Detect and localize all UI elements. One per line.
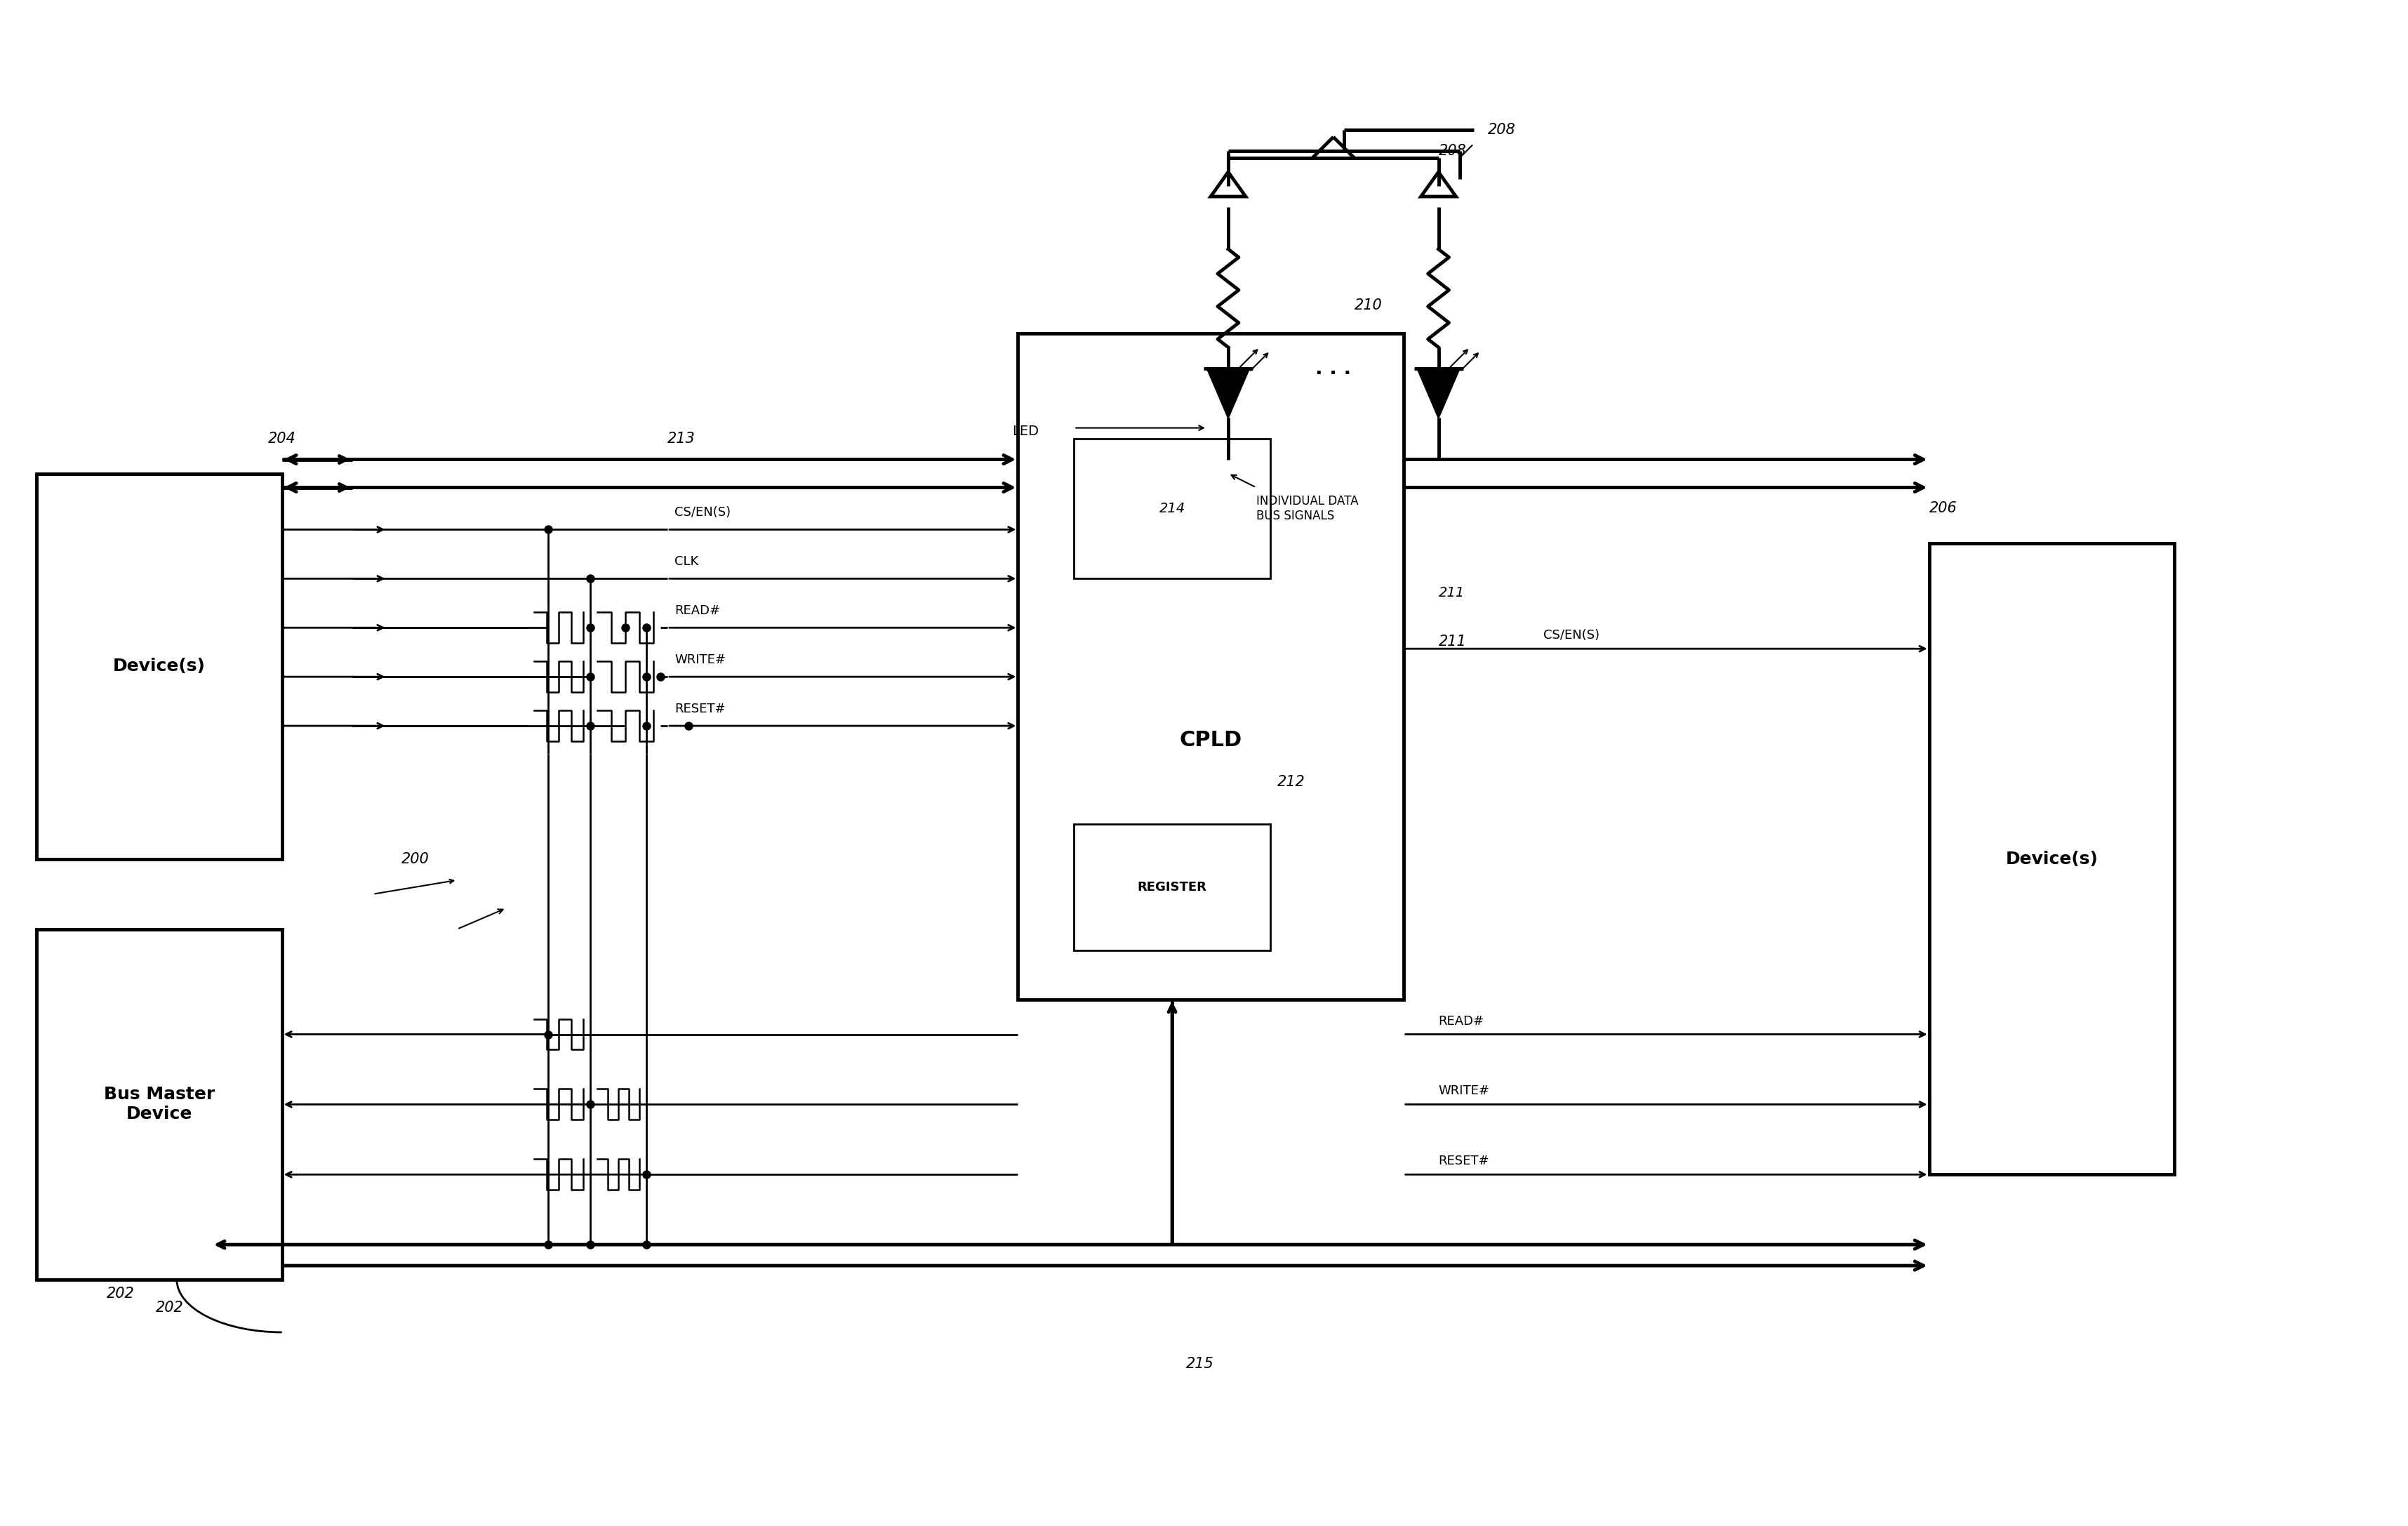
Text: REGISTER: REGISTER (1137, 881, 1206, 893)
Text: Device(s): Device(s) (113, 658, 205, 674)
Text: INDIVIDUAL DATA
BUS SIGNALS: INDIVIDUAL DATA BUS SIGNALS (1257, 494, 1358, 522)
Bar (1929, 543, 2174, 1175)
Text: CPLD: CPLD (1180, 729, 1243, 751)
Text: WRITE#: WRITE# (674, 653, 725, 667)
Text: 202: 202 (106, 1286, 135, 1300)
Text: 200: 200 (402, 852, 429, 867)
Text: READ#: READ# (674, 604, 720, 617)
Text: READ#: READ# (1438, 1015, 1483, 1027)
Text: 210: 210 (1353, 298, 1382, 313)
Bar (1074, 824, 1271, 951)
Text: Device(s): Device(s) (2006, 850, 2097, 867)
Text: Bus Master
Device: Bus Master Device (104, 1087, 214, 1123)
Text: 202: 202 (157, 1300, 183, 1315)
Polygon shape (1206, 368, 1250, 418)
Text: 208: 208 (1488, 124, 1515, 137)
Text: 206: 206 (1929, 502, 1958, 516)
Text: 214: 214 (1158, 502, 1185, 516)
Text: 211: 211 (1438, 586, 1464, 600)
Bar (1074, 438, 1271, 578)
Text: RESET#: RESET# (1438, 1155, 1491, 1167)
Text: RESET#: RESET# (674, 702, 725, 716)
Text: 204: 204 (267, 432, 296, 446)
Bar (36, 473, 282, 859)
Text: CLK: CLK (674, 555, 698, 568)
Text: . . .: . . . (1315, 359, 1351, 378)
Polygon shape (1418, 368, 1459, 418)
Bar (1019, 333, 1404, 1000)
Text: 208: 208 (1438, 143, 1466, 159)
Text: CS/EN(S): CS/EN(S) (674, 507, 730, 519)
Text: LED: LED (1011, 424, 1038, 438)
Text: 212: 212 (1276, 775, 1305, 789)
Text: 213: 213 (667, 432, 696, 446)
Text: CS/EN(S): CS/EN(S) (1544, 629, 1599, 642)
Text: 215: 215 (1187, 1357, 1214, 1370)
Text: 211: 211 (1438, 635, 1466, 649)
Bar (36, 929, 282, 1280)
Text: WRITE#: WRITE# (1438, 1085, 1491, 1097)
